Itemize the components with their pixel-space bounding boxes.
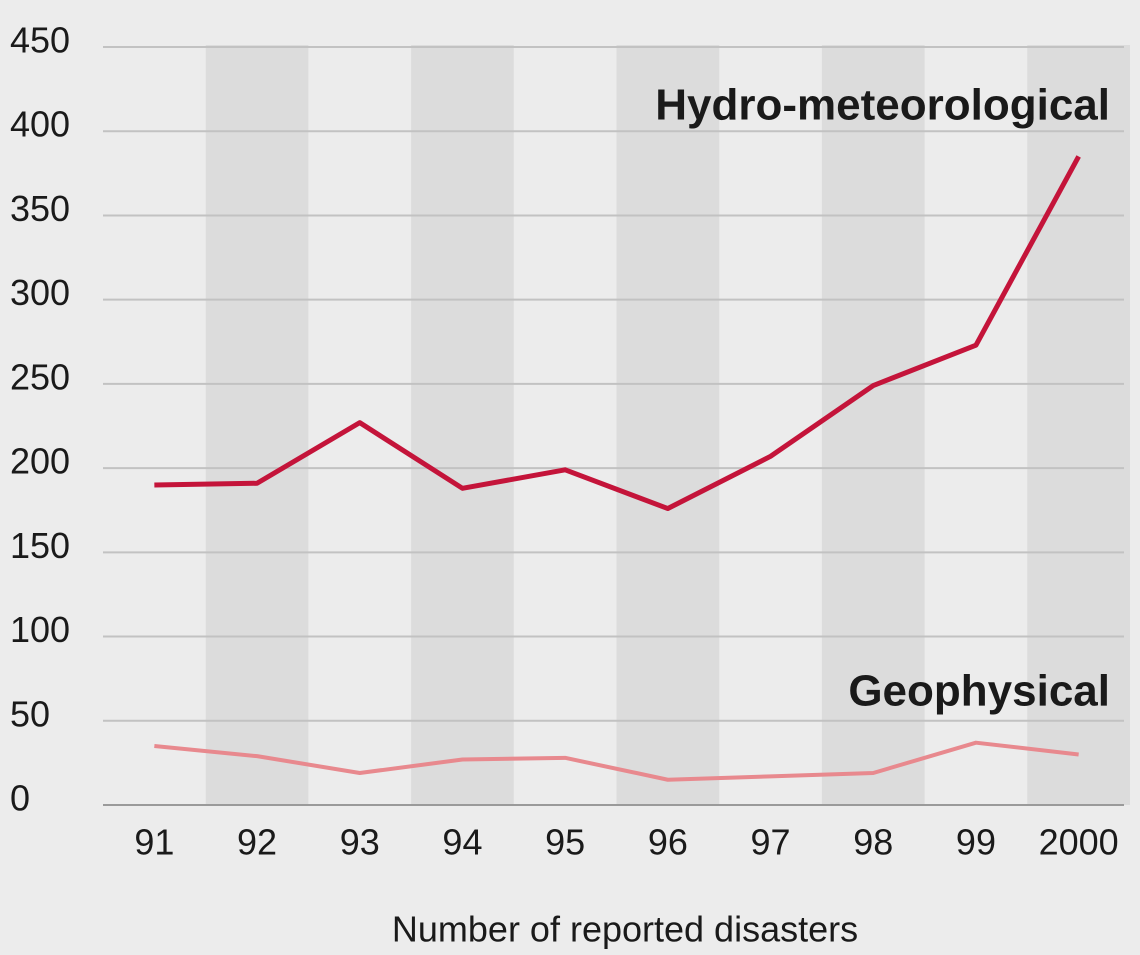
y-tick-label: 450	[10, 20, 70, 61]
x-tick-label: 91	[134, 822, 174, 863]
x-tick-label: 98	[853, 822, 893, 863]
y-tick-label: 0	[10, 778, 30, 819]
y-tick-label: 400	[10, 104, 70, 145]
x-tick-label: 2000	[1039, 822, 1119, 863]
y-tick-label: 150	[10, 525, 70, 566]
series-line	[154, 740, 1079, 782]
x-tick-label: 92	[237, 822, 277, 863]
y-tick-label: 50	[10, 693, 50, 734]
band	[821, 45, 925, 805]
x-tick-label: 93	[340, 822, 380, 863]
bands	[205, 45, 1130, 805]
series-label: Geophysical	[848, 667, 1110, 716]
band	[1027, 45, 1130, 805]
y-tick-label: 200	[10, 441, 70, 482]
y-tick-label: 250	[10, 356, 70, 397]
y-tick-label: 350	[10, 188, 70, 229]
x-tick-label: 97	[751, 822, 791, 863]
series-label: Hydro-meteorological	[655, 81, 1110, 130]
series-line	[154, 155, 1081, 512]
band	[205, 45, 309, 805]
x-tick-label: 95	[545, 822, 585, 863]
y-tick-label: 100	[10, 609, 70, 650]
band	[411, 45, 514, 805]
x-axis-title: Number of reported disasters	[392, 909, 858, 950]
x-tick-label: 96	[648, 822, 688, 863]
band	[616, 45, 720, 805]
x-tick-label: 99	[956, 822, 996, 863]
x-tick-label: 94	[442, 822, 482, 863]
y-tick-label: 300	[10, 272, 70, 313]
